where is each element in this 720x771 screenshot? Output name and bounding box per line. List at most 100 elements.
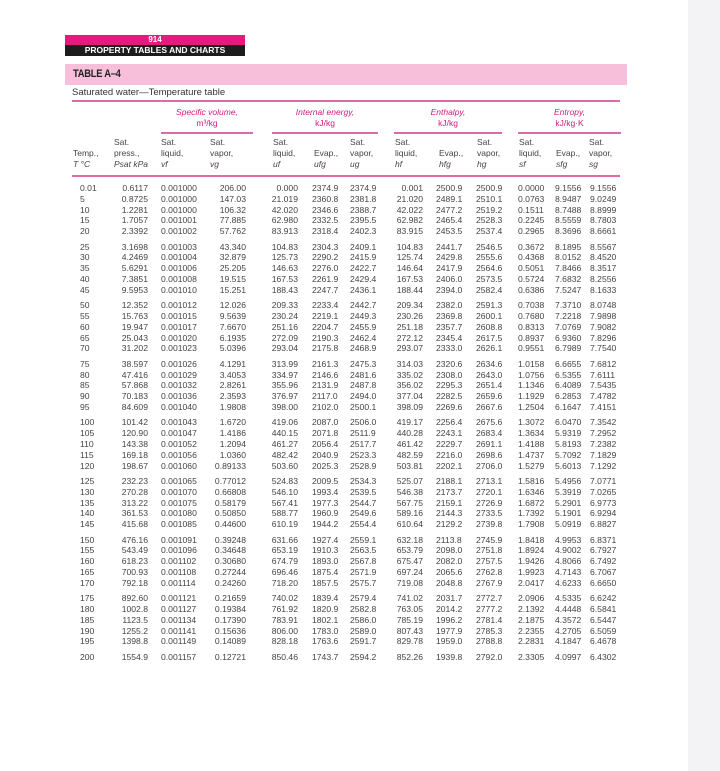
cell-sf: 1.0158: [518, 358, 545, 369]
cell-ufg: 1910.3: [312, 545, 339, 556]
cell-vg: 0.15636: [214, 625, 246, 636]
cell-sfg: 8.9487: [555, 193, 582, 204]
cell-hfg: 2417.9: [436, 263, 463, 274]
cell-uf: 146.63: [271, 263, 298, 274]
cell-ufg: 2261.9: [312, 274, 339, 284]
cell-sf: 0.9551: [518, 343, 545, 354]
cell-hf: 314.03: [396, 358, 423, 369]
column-header-line: hg: [477, 159, 487, 169]
cell-temperature: 65: [80, 332, 90, 343]
cell-hf: 230.26: [396, 311, 423, 321]
cell-vf: 0.001002: [161, 226, 197, 237]
cell-vf: 0.001157: [161, 651, 197, 662]
column-header-line: hf: [395, 159, 403, 169]
cell-hfg: 1977.9: [436, 625, 463, 636]
column-header: Sat. liquid, uf: [273, 137, 295, 170]
cell-hfg: 2031.7: [436, 593, 463, 604]
group-title: Entropy,: [553, 107, 586, 117]
cell-ug: 2539.5: [350, 486, 377, 497]
column-header-line: vapor,: [589, 148, 613, 158]
cell-vf: 0.001017: [161, 321, 197, 332]
cell-uf: 62.980: [271, 215, 298, 226]
cell-sat-pressure: 1123.5: [122, 614, 148, 625]
cell-vg: 2.8261: [219, 380, 246, 391]
cell-sat-pressure: 3.1698: [121, 241, 148, 252]
table-row: 115 169.18 0.001056 1.0360 482.42 2040.9 2523.…: [0, 450, 720, 461]
cell-hf: 567.75: [396, 497, 423, 508]
cell-sg: 6.9773: [590, 497, 617, 508]
cell-sg: 7.0265: [590, 486, 617, 497]
cell-temperature: 85: [80, 380, 90, 391]
cell-vf: 0.001043: [161, 417, 197, 428]
cell-sfg: 4.9953: [555, 534, 582, 545]
cell-temperature: 170: [80, 577, 95, 588]
cell-ug: 2409.1: [350, 241, 377, 252]
cell-hfg: 2269.6: [436, 402, 463, 412]
cell-temperature: 35: [80, 263, 90, 274]
cell-hfg: 2429.8: [436, 252, 463, 263]
table-row: 110 143.38 0.001052 1.2094 461.27 2056.4 2517.…: [0, 439, 720, 450]
cell-ufg: 2161.3: [312, 358, 339, 369]
cell-hfg: 2345.4: [436, 332, 463, 343]
cell-temperature: 115: [80, 449, 94, 460]
column-header-line: Temp.,: [73, 148, 99, 158]
cell-hfg: 2308.0: [436, 369, 463, 380]
cell-sg: 6.6650: [590, 577, 617, 588]
cell-uf: 718.20: [271, 577, 298, 588]
cell-temperature: 165: [80, 567, 95, 577]
table-row: 120 198.67 0.001060 0.89133 503.60 2025.3 2528…: [0, 461, 720, 472]
cell-sf: 2.2831: [518, 636, 545, 647]
table-row: 100 101.42 0.001043 1.6720 419.06 2087.0 2506.…: [0, 417, 720, 428]
cell-hg: 2500.9: [476, 183, 503, 193]
cell-ufg: 1893.0: [312, 556, 339, 567]
cell-uf: 293.04: [271, 343, 298, 354]
cell-sf: 2.3305: [518, 651, 545, 662]
cell-ug: 2594.2: [350, 651, 377, 662]
cell-temperature: 100: [80, 417, 95, 428]
cell-vf: 0.001056: [161, 449, 197, 460]
cell-sat-pressure: 270.28: [121, 486, 148, 497]
cell-sg: 7.7540: [590, 343, 617, 354]
cell-temperature: 55: [80, 311, 90, 321]
cell-hg: 2608.8: [476, 321, 503, 332]
cell-ufg: 1977.3: [312, 497, 339, 508]
cell-sfg: 5.7092: [555, 449, 582, 460]
cell-sg: 7.4151: [590, 402, 617, 412]
table-row: 90 70.183 0.001036 2.3593 376.97 2117.0 2494.0…: [0, 391, 720, 402]
cell-hg: 2591.3: [476, 300, 503, 311]
cell-hf: 653.79: [396, 545, 423, 556]
table-row: 45 9.5953 0.001010 15.251 188.43 2247.7 2436.1…: [0, 285, 720, 296]
cell-ufg: 2304.3: [312, 241, 339, 252]
cell-sat-pressure: 25.043: [121, 332, 148, 343]
cell-sfg: 6.7989: [555, 343, 582, 354]
table-row: 50 12.352 0.001012 12.026 209.33 2233.4 2442.7…: [0, 300, 720, 311]
cell-uf: 313.99: [271, 358, 298, 369]
cell-vf: 0.001003: [161, 241, 197, 252]
cell-vg: 1.6720: [219, 417, 246, 428]
cell-hg: 2651.4: [476, 380, 503, 391]
cell-vg: 9.5639: [219, 311, 246, 321]
cell-uf: 461.27: [271, 439, 298, 449]
cell-ufg: 2346.6: [312, 204, 339, 215]
cell-ug: 2462.4: [350, 332, 377, 343]
cell-sat-pressure: 2.3392: [121, 226, 148, 237]
cell-sat-pressure: 70.183: [121, 391, 148, 402]
cell-vf: 0.001023: [161, 343, 197, 354]
cell-hfg: 2477.2: [436, 204, 463, 215]
cell-ufg: 1960.9: [312, 508, 339, 519]
cell-ufg: 1993.4: [312, 486, 339, 497]
cell-ug: 2415.9: [350, 252, 377, 263]
column-header-line: Psat kPa: [114, 159, 149, 169]
column-header: Sat. liquid, hf: [395, 137, 417, 170]
cell-sg: 8.2556: [590, 274, 617, 284]
cell-sg: 7.8296: [590, 332, 617, 343]
cell-hg: 2698.6: [476, 449, 503, 460]
table-row: 165 700.93 0.001108 0.27244 696.46 1875.4 2571…: [0, 567, 720, 578]
cell-ug: 2579.4: [350, 593, 377, 604]
cell-temperature: 95: [80, 402, 90, 412]
cell-sg: 8.6661: [590, 226, 617, 237]
cell-hg: 2667.6: [476, 402, 503, 412]
cell-uf: 546.10: [271, 486, 298, 497]
cell-hf: 785.19: [396, 614, 423, 625]
cell-sg: 7.0771: [590, 476, 617, 486]
